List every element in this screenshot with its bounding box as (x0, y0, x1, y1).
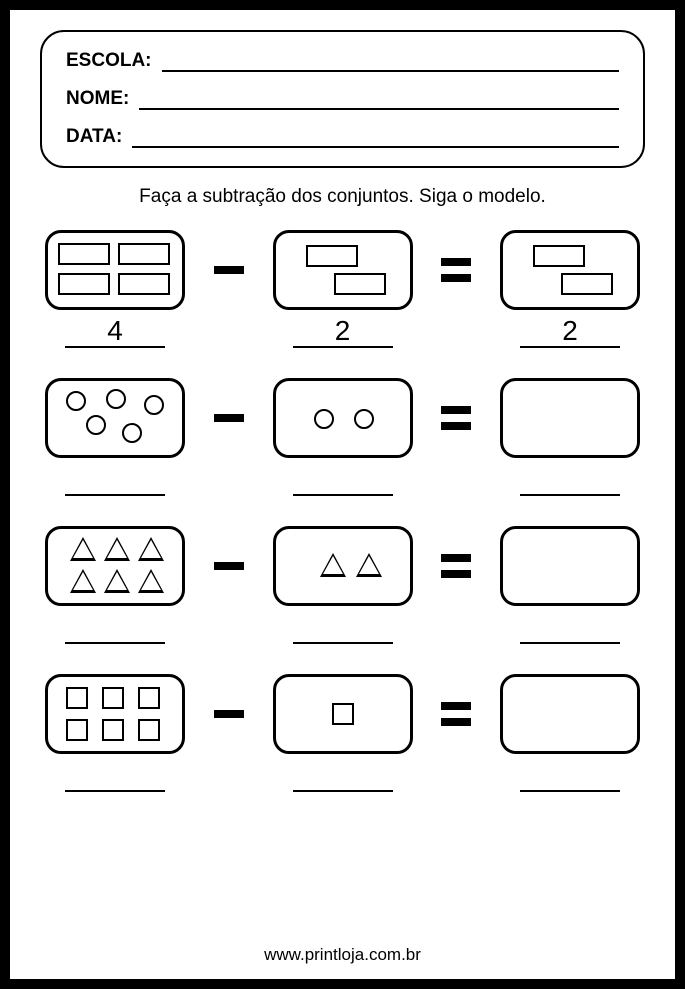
square-shape (102, 719, 124, 741)
set-box (500, 230, 640, 310)
header-row-date: DATA: (66, 126, 619, 148)
rectangle-shape (334, 273, 386, 295)
right-cell (495, 526, 645, 644)
answer-slot[interactable]: 2 (293, 314, 393, 348)
minus-operator (209, 526, 249, 606)
answer-slot[interactable] (520, 758, 620, 792)
square-shape (66, 719, 88, 741)
answer-slot[interactable] (65, 758, 165, 792)
answer-slot[interactable] (65, 462, 165, 496)
answer-slot[interactable] (293, 758, 393, 792)
answer-slot[interactable] (65, 610, 165, 644)
minus-operator (209, 378, 249, 458)
mid-cell (268, 526, 418, 644)
circle-shape (314, 409, 334, 429)
square-shape (102, 687, 124, 709)
set-box (45, 378, 185, 458)
minus-operator (209, 230, 249, 310)
set-box (45, 526, 185, 606)
triangle-shape (356, 553, 382, 577)
set-box (273, 230, 413, 310)
triangle-shape (138, 537, 164, 561)
rectangle-shape (533, 245, 585, 267)
triangle-shape (138, 569, 164, 593)
square-shape (66, 687, 88, 709)
date-label: DATA: (66, 126, 132, 148)
answer-slot[interactable] (520, 610, 620, 644)
set-box (273, 378, 413, 458)
set-box (45, 674, 185, 754)
square-shape (138, 719, 160, 741)
school-input-line[interactable] (162, 52, 620, 72)
equals-operator (436, 526, 476, 606)
rectangle-shape (306, 245, 358, 267)
right-cell: 2 (495, 230, 645, 348)
left-cell (40, 526, 190, 644)
problem-row (40, 674, 645, 792)
circle-shape (122, 423, 142, 443)
triangle-shape (70, 569, 96, 593)
header-row-school: ESCOLA: (66, 50, 619, 72)
square-shape (138, 687, 160, 709)
rectangle-shape (118, 243, 170, 265)
date-input-line[interactable] (132, 128, 619, 148)
instruction-text: Faça a subtração dos conjuntos. Siga o m… (40, 186, 645, 208)
header-row-name: NOME: (66, 88, 619, 110)
header-box: ESCOLA: NOME: DATA: (40, 30, 645, 168)
circle-shape (354, 409, 374, 429)
name-label: NOME: (66, 88, 139, 110)
set-box (500, 378, 640, 458)
circle-shape (86, 415, 106, 435)
circle-shape (106, 389, 126, 409)
rectangle-shape (561, 273, 613, 295)
mid-cell: 2 (268, 230, 418, 348)
set-box (500, 674, 640, 754)
right-cell (495, 674, 645, 792)
right-cell (495, 378, 645, 496)
equals-operator (436, 230, 476, 310)
answer-slot[interactable] (293, 462, 393, 496)
worksheet-page: ESCOLA: NOME: DATA: Faça a subtração dos… (0, 0, 685, 989)
problem-row (40, 378, 645, 496)
answer-slot[interactable]: 2 (520, 314, 620, 348)
equals-operator (436, 378, 476, 458)
triangle-shape (104, 569, 130, 593)
left-cell (40, 378, 190, 496)
set-box (273, 526, 413, 606)
rectangle-shape (58, 273, 110, 295)
answer-slot[interactable]: 4 (65, 314, 165, 348)
circle-shape (144, 395, 164, 415)
minus-operator (209, 674, 249, 754)
answer-slot[interactable] (520, 462, 620, 496)
set-box (45, 230, 185, 310)
circle-shape (66, 391, 86, 411)
set-box (500, 526, 640, 606)
triangle-shape (320, 553, 346, 577)
equals-operator (436, 674, 476, 754)
problems-container: 4 2 2 (40, 230, 645, 792)
rectangle-shape (58, 243, 110, 265)
left-cell (40, 674, 190, 792)
left-cell: 4 (40, 230, 190, 348)
school-label: ESCOLA: (66, 50, 162, 72)
answer-slot[interactable] (293, 610, 393, 644)
mid-cell (268, 378, 418, 496)
rectangle-shape (118, 273, 170, 295)
set-box (273, 674, 413, 754)
name-input-line[interactable] (139, 90, 619, 110)
triangle-shape (70, 537, 96, 561)
problem-row: 4 2 2 (40, 230, 645, 348)
footer-url: www.printloja.com.br (10, 945, 675, 965)
problem-row (40, 526, 645, 644)
square-shape (332, 703, 354, 725)
triangle-shape (104, 537, 130, 561)
mid-cell (268, 674, 418, 792)
